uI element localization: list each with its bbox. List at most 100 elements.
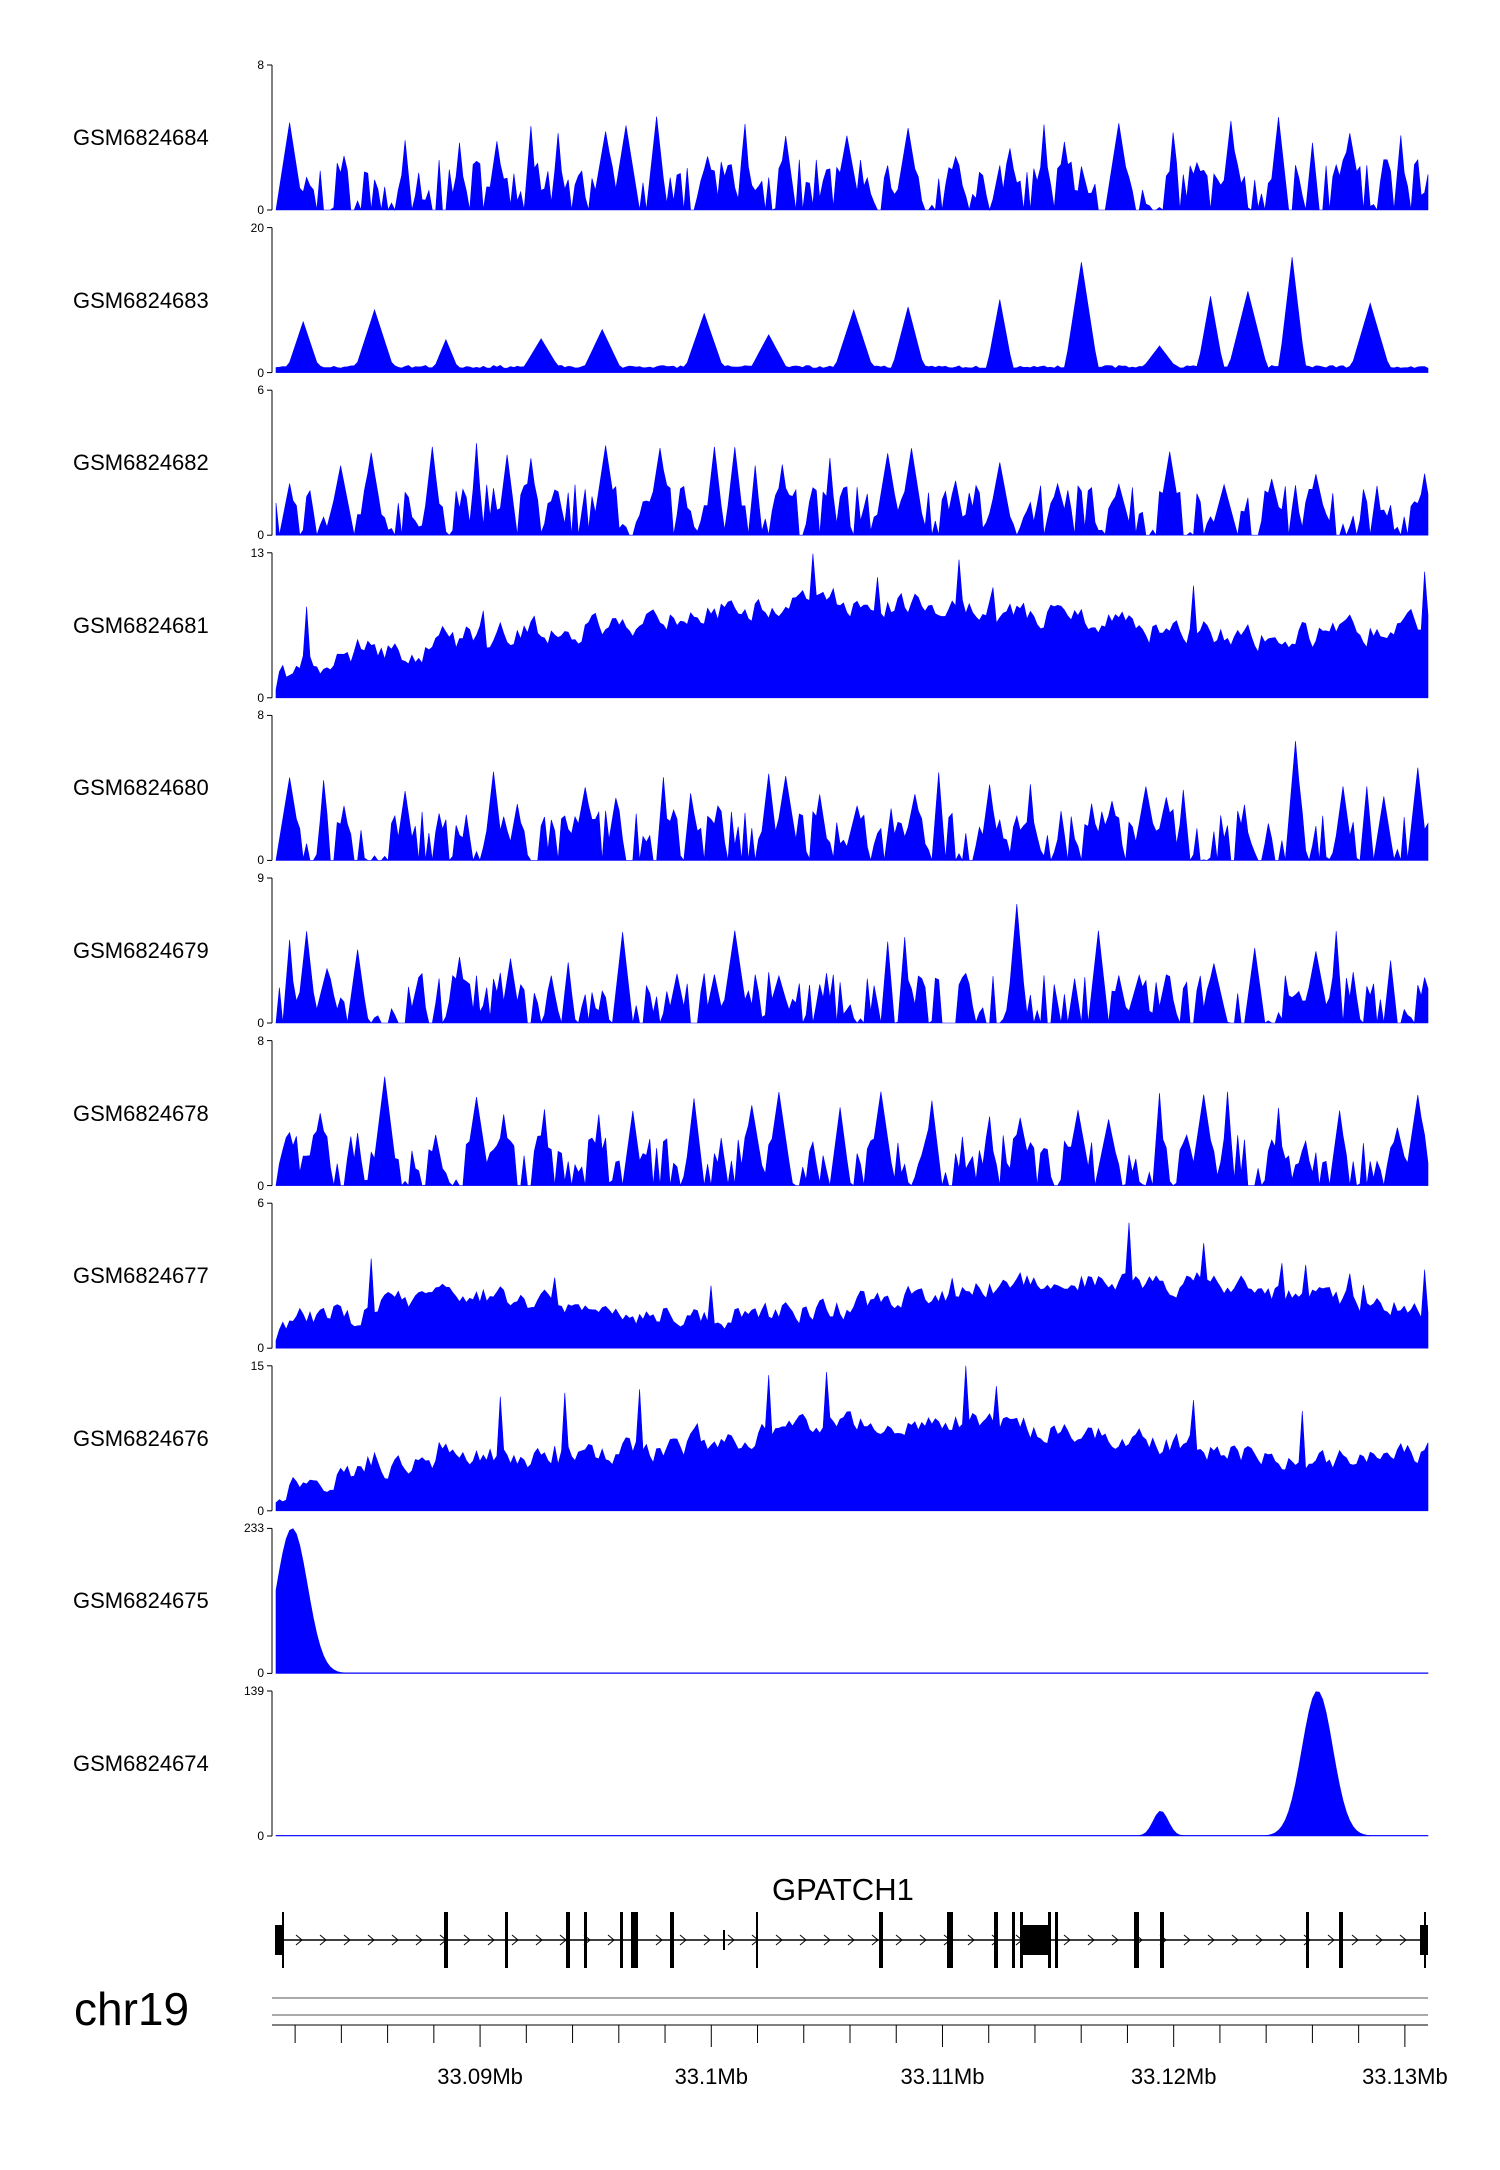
strand-arrow bbox=[703, 1934, 711, 1946]
strand-arrow bbox=[1183, 1934, 1191, 1946]
y-min-label: 0 bbox=[257, 853, 264, 868]
track-GSM6824675 bbox=[267, 1527, 1429, 1674]
y-min-label: 0 bbox=[257, 203, 264, 217]
y-max-label: 139 bbox=[243, 1684, 264, 1698]
strand-arrow bbox=[1207, 1934, 1215, 1946]
coverage-area bbox=[275, 1691, 1429, 1837]
strand-arrow bbox=[391, 1934, 399, 1946]
strand-arrow bbox=[607, 1934, 615, 1946]
exon bbox=[631, 1912, 638, 1968]
track-GSM6824677 bbox=[267, 1202, 1429, 1349]
track-GSM6824678 bbox=[267, 1040, 1429, 1187]
coverage-area bbox=[275, 903, 1429, 1025]
y-max-label: 8 bbox=[257, 58, 264, 72]
exon bbox=[1306, 1912, 1309, 1968]
coverage-area bbox=[275, 257, 1429, 373]
track-label: GSM6824682 bbox=[73, 450, 209, 476]
coverage-area bbox=[275, 1076, 1429, 1187]
strand-arrow bbox=[1351, 1934, 1359, 1946]
track-label: GSM6824683 bbox=[73, 287, 209, 313]
exon bbox=[1160, 1912, 1164, 1968]
strand-arrow bbox=[679, 1934, 687, 1946]
track-GSM6824674 bbox=[267, 1690, 1429, 1837]
strand-arrow bbox=[535, 1934, 543, 1946]
y-min-label: 0 bbox=[257, 1829, 264, 1843]
coverage-area bbox=[275, 741, 1429, 862]
track-label: GSM6824681 bbox=[73, 612, 209, 638]
strand-arrow bbox=[823, 1934, 831, 1946]
strand-arrow bbox=[727, 1934, 735, 1946]
strand-arrow bbox=[1399, 1934, 1407, 1946]
exon bbox=[756, 1912, 758, 1968]
coverage-area bbox=[275, 1222, 1429, 1349]
track-GSM6824679 bbox=[267, 877, 1429, 1025]
track-label: GSM6824675 bbox=[73, 1588, 209, 1614]
track-label: GSM6824677 bbox=[73, 1263, 209, 1289]
exon bbox=[275, 1925, 284, 1955]
strand-arrow bbox=[463, 1934, 471, 1946]
strand-arrow bbox=[799, 1934, 807, 1946]
strand-arrow bbox=[655, 1934, 663, 1946]
y-max-label: 15 bbox=[250, 1358, 264, 1373]
y-min-label: 0 bbox=[257, 528, 264, 543]
gene-name: GPATCH1 bbox=[772, 1872, 914, 1907]
y-min-label: 0 bbox=[257, 1666, 264, 1681]
exon bbox=[1055, 1912, 1058, 1968]
strand-arrow bbox=[1087, 1934, 1095, 1946]
x-tick-label: 33.09Mb bbox=[437, 2064, 523, 2089]
strand-arrow bbox=[415, 1934, 423, 1946]
strand-arrow bbox=[919, 1934, 927, 1946]
strand-arrow bbox=[1111, 1934, 1119, 1946]
y-min-label: 0 bbox=[257, 690, 264, 705]
x-tick-label: 33.12Mb bbox=[1130, 2064, 1217, 2089]
exon bbox=[723, 1930, 725, 1950]
y-min-label: 0 bbox=[257, 1503, 264, 1518]
strand-arrow bbox=[487, 1934, 495, 1946]
y-max-label: 6 bbox=[257, 383, 264, 398]
y-min-label: 0 bbox=[257, 365, 264, 380]
y-max-label: 8 bbox=[257, 708, 264, 723]
y-max-label: 6 bbox=[257, 1196, 264, 1211]
exon bbox=[620, 1912, 623, 1968]
exon bbox=[566, 1912, 570, 1968]
strand-arrow bbox=[895, 1934, 903, 1946]
strand-arrow bbox=[847, 1934, 855, 1946]
exon bbox=[584, 1912, 587, 1968]
track-label: GSM6824674 bbox=[73, 1751, 209, 1776]
track-label: GSM6824684 bbox=[73, 125, 209, 150]
exon bbox=[1134, 1912, 1139, 1968]
track-label: GSM6824678 bbox=[73, 1100, 209, 1126]
track-label: GSM6824679 bbox=[73, 938, 209, 963]
y-max-label: 13 bbox=[250, 545, 264, 560]
exon bbox=[947, 1912, 953, 1968]
y-max-label: 8 bbox=[257, 1033, 264, 1048]
chromosome-ideogram bbox=[272, 1997, 1428, 2016]
strand-arrow bbox=[1327, 1934, 1335, 1946]
y-max-label: 9 bbox=[257, 871, 264, 885]
strand-arrow bbox=[295, 1934, 303, 1946]
x-tick-label: 33.11Mb bbox=[900, 2064, 985, 2089]
x-tick-label: 33.13Mb bbox=[1362, 2064, 1448, 2089]
x-tick-label: 33.1Mb bbox=[674, 2064, 748, 2089]
y-min-label: 0 bbox=[257, 1341, 264, 1356]
strand-arrow bbox=[1231, 1934, 1239, 1946]
coverage-area bbox=[275, 116, 1429, 212]
coverage-area bbox=[275, 1528, 1429, 1674]
track-GSM6824684 bbox=[267, 64, 1429, 212]
strand-arrow bbox=[367, 1934, 375, 1946]
strand-arrow bbox=[871, 1934, 879, 1946]
x-axis bbox=[272, 2024, 1428, 2047]
track-GSM6824682 bbox=[267, 389, 1429, 537]
exon bbox=[1023, 1925, 1049, 1955]
strand-arrow bbox=[1255, 1934, 1263, 1946]
gene-model bbox=[275, 1912, 1428, 1968]
exon bbox=[670, 1912, 674, 1968]
exon bbox=[1424, 1912, 1426, 1968]
strand-arrow bbox=[1375, 1934, 1383, 1946]
chromosome-label: chr19 bbox=[74, 1983, 190, 2035]
exon bbox=[1339, 1912, 1343, 1968]
exon bbox=[505, 1912, 508, 1968]
track-GSM6824683 bbox=[267, 227, 1429, 374]
strand-arrow bbox=[775, 1934, 783, 1946]
